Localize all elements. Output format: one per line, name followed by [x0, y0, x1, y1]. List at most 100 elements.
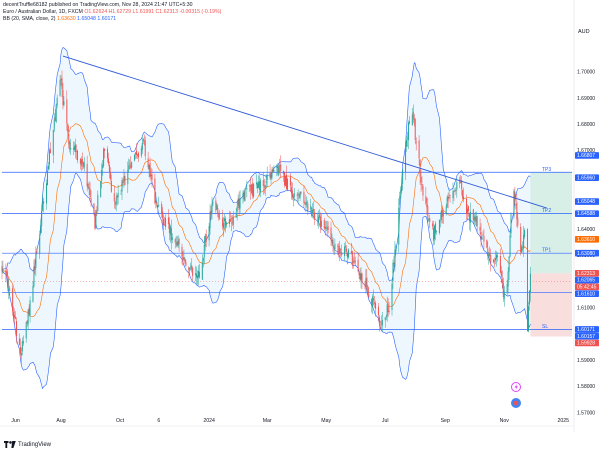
candle-body — [246, 188, 248, 190]
candle-body — [515, 203, 517, 205]
price-label-tag — [575, 210, 599, 217]
candle-body — [191, 265, 193, 270]
candle-body — [346, 248, 348, 252]
candle-body — [278, 166, 280, 176]
price-label-text: 1.66807 — [577, 153, 595, 159]
candle-body — [313, 208, 315, 212]
candle-body — [517, 218, 519, 226]
price-label-tag — [575, 339, 599, 347]
candle-body — [257, 181, 259, 188]
candle-body — [350, 251, 352, 254]
candle-body — [496, 255, 498, 257]
candle-body — [252, 183, 254, 196]
candle-body — [5, 270, 7, 274]
candle-body — [171, 237, 173, 240]
x-tick-label: Jul — [382, 418, 389, 424]
price-label-text: 1.61610 — [577, 291, 595, 297]
candle-body — [314, 212, 316, 220]
candle-body — [74, 145, 76, 151]
candle-body — [527, 306, 529, 332]
candle-body — [101, 169, 103, 181]
candle-body — [440, 210, 442, 220]
candle-body — [466, 198, 468, 215]
candle-body — [29, 300, 31, 316]
price-label-tag — [575, 276, 599, 284]
tradingview-watermark[interactable]: TradingView — [4, 441, 51, 448]
candle-body — [290, 186, 292, 193]
candle-body — [438, 219, 440, 233]
candle-body — [205, 234, 207, 242]
candle-body — [229, 219, 231, 222]
candle-body — [442, 212, 444, 217]
candle-body — [317, 216, 319, 222]
candle-body — [292, 196, 294, 198]
candle-body — [273, 170, 275, 172]
candle-body — [346, 253, 348, 258]
candle-body — [230, 222, 232, 224]
x-tick-label: Oct — [116, 418, 125, 424]
candle-body — [238, 198, 240, 210]
candle-body — [182, 257, 184, 260]
candle-body — [2, 269, 4, 273]
candle-body — [318, 214, 320, 218]
candle-body — [163, 218, 165, 226]
candle-body — [490, 255, 492, 263]
candle-body — [467, 206, 469, 212]
candle-body — [27, 310, 29, 325]
candle-body — [381, 320, 383, 326]
candle-body — [428, 218, 430, 221]
candle-body — [277, 165, 279, 174]
candle-body — [13, 311, 15, 318]
price-label-text: 1.60171 — [577, 327, 595, 333]
y-tick-label: 1.68000 — [577, 122, 595, 128]
candle-body — [379, 321, 381, 322]
candle-body — [33, 266, 35, 287]
candle-body — [124, 176, 126, 186]
candle-body — [298, 195, 300, 197]
candle-body — [291, 190, 293, 198]
candle-body — [385, 317, 387, 318]
price-label-text: 1.60157 — [577, 334, 595, 340]
candle-body — [283, 170, 285, 175]
candle-body — [395, 246, 397, 252]
candle-body — [373, 298, 375, 301]
candle-body — [405, 148, 407, 173]
candle-body — [208, 226, 210, 241]
candle-body — [108, 164, 110, 172]
candle-body — [259, 180, 261, 193]
candle-body — [394, 249, 396, 267]
candle-body — [67, 124, 69, 133]
candle-body — [237, 199, 239, 206]
candle-body — [445, 206, 447, 214]
candle-body — [196, 275, 198, 279]
bb-lower-line — [1, 172, 531, 390]
candle-body — [337, 246, 339, 247]
candle-body — [1, 266, 3, 272]
bb-indicator-row: BB (20, SMA, close, 2) 1.63630 1.65048 1… — [3, 16, 116, 23]
candle-body — [486, 239, 488, 248]
candle-body — [203, 244, 205, 258]
candle-body — [449, 194, 451, 196]
candle-body — [418, 140, 420, 159]
level-label: TP3 — [542, 167, 551, 173]
candle-body — [49, 149, 51, 154]
candle-body — [61, 78, 63, 90]
candle-body — [8, 287, 10, 291]
candle-body — [479, 226, 481, 231]
bb-lower-value: 1.60171 — [97, 16, 117, 22]
candle-body — [414, 119, 416, 141]
candle-body — [192, 268, 194, 276]
alert-icons[interactable] — [511, 382, 521, 409]
candle-body — [174, 239, 176, 243]
candle-body — [127, 169, 129, 185]
candle-body — [472, 209, 474, 221]
candle-body — [360, 272, 362, 281]
candle-body — [68, 134, 70, 145]
candle-body — [129, 163, 131, 165]
bb-basis-value: 1.63630 — [56, 16, 76, 22]
candle-body — [384, 317, 386, 321]
candle-body — [25, 322, 27, 339]
candle-body — [324, 226, 326, 229]
candle-body — [94, 213, 96, 229]
